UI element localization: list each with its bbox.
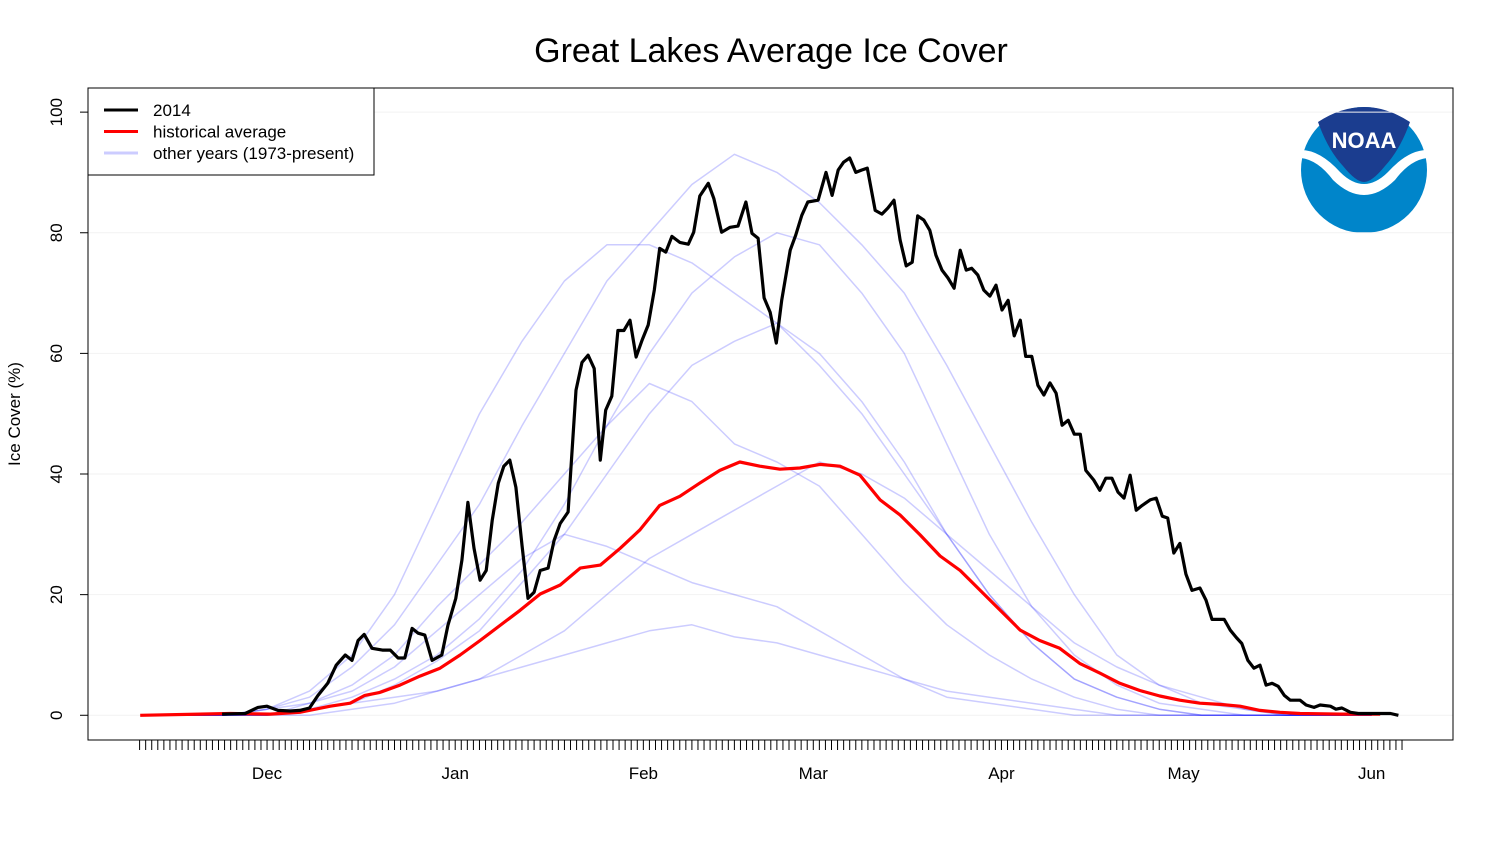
x-tick-label: Feb (629, 764, 658, 783)
series-line (182, 244, 1372, 717)
series-line (182, 461, 1372, 717)
y-tick-label: 40 (47, 465, 66, 484)
y-axis-label: Ice Cover (%) (5, 362, 24, 466)
y-tick-label: 60 (47, 344, 66, 363)
x-tick-label: Jan (441, 764, 468, 783)
series-line (182, 382, 1372, 717)
x-tick-label: Dec (252, 764, 283, 783)
x-tick-label: Mar (799, 764, 829, 783)
series-line (182, 232, 1372, 717)
legend-label: 2014 (153, 101, 191, 120)
chart-title: Great Lakes Average Ice Cover (534, 32, 1008, 70)
series-line (182, 322, 1372, 717)
logo-text: NOAA (1332, 128, 1397, 153)
x-tick-label: Jun (1358, 764, 1385, 783)
y-tick-label: 100 (47, 98, 66, 126)
y-tick-label: 80 (47, 223, 66, 242)
series-line (182, 624, 1372, 717)
noaa-logo: NOAA (1301, 107, 1427, 233)
logo-wave (1301, 150, 1427, 195)
y-tick-label: 20 (47, 585, 66, 604)
y-tick-label: 0 (47, 711, 66, 720)
series-line (222, 156, 1399, 717)
plot-frame (87, 87, 1454, 741)
series-line (182, 153, 1372, 717)
logo-top (1318, 107, 1410, 182)
legend: 2014 historical average other years (1973-… (87, 87, 375, 176)
legend-label: historical average (153, 123, 286, 142)
x-tick-label: Apr (988, 764, 1015, 783)
series-line (182, 533, 1372, 717)
series-line (140, 460, 1381, 717)
legend-label: other years (1973-present) (153, 144, 354, 163)
x-tick-label: May (1167, 764, 1200, 783)
